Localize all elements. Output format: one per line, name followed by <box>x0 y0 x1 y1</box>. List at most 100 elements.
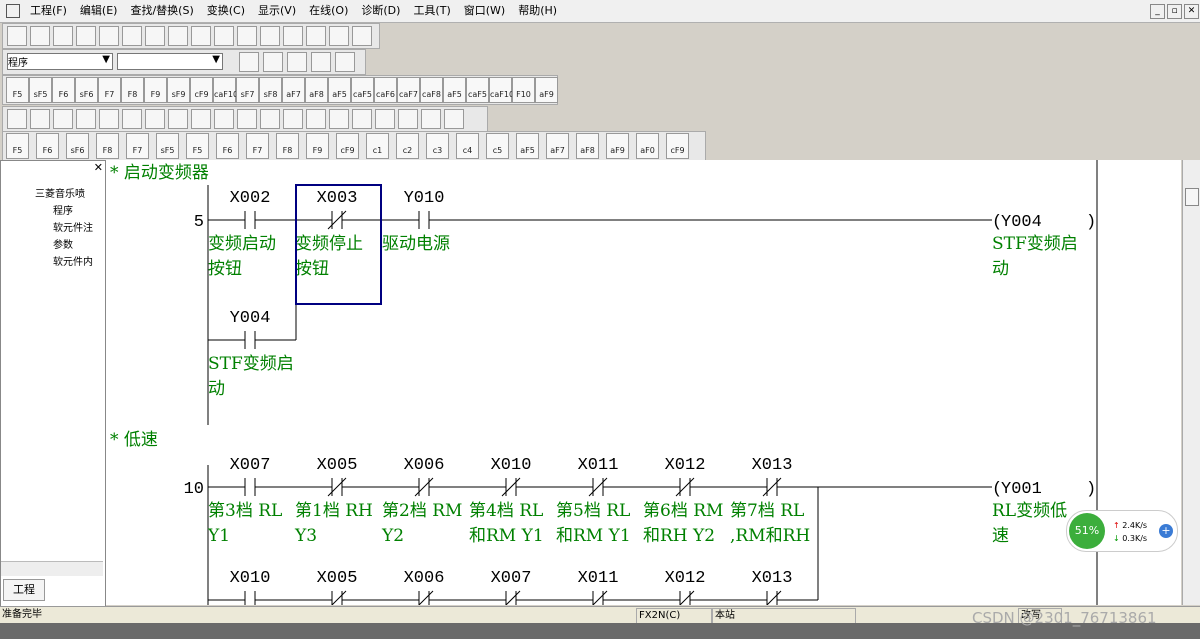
function-key-button[interactable]: F5 <box>6 77 29 103</box>
tool-button[interactable] <box>311 52 331 72</box>
function-key-button[interactable]: c1 <box>366 133 389 159</box>
tool-button[interactable] <box>375 109 395 129</box>
function-key-button[interactable]: caF6 <box>374 77 397 103</box>
window-button[interactable]: ▫ <box>1167 4 1182 19</box>
tool-button[interactable] <box>260 26 280 46</box>
function-key-button[interactable]: F7 <box>246 133 269 159</box>
tool-button[interactable] <box>53 109 73 129</box>
tool-button[interactable] <box>191 109 211 129</box>
contact[interactable] <box>763 590 782 605</box>
tool-button[interactable] <box>145 26 165 46</box>
function-key-button[interactable]: F7 <box>98 77 121 103</box>
function-key-button[interactable]: F6 <box>216 133 239 159</box>
function-key-button[interactable]: aF8 <box>576 133 599 159</box>
close-button[interactable]: ✕ <box>93 161 103 174</box>
function-key-button[interactable]: aF5 <box>443 77 466 103</box>
tool-button[interactable] <box>122 26 142 46</box>
contact[interactable] <box>244 478 256 496</box>
contact[interactable] <box>589 590 608 605</box>
function-key-button[interactable]: F6 <box>36 133 59 159</box>
function-key-button[interactable]: aF5 <box>516 133 539 159</box>
function-key-button[interactable]: caF10 <box>213 77 238 103</box>
function-key-button[interactable]: F8 <box>121 77 144 103</box>
tool-button[interactable] <box>263 52 283 72</box>
tool-button[interactable] <box>306 26 326 46</box>
function-key-button[interactable]: c5 <box>486 133 509 159</box>
menu-item[interactable]: 编辑(E) <box>79 4 118 17</box>
function-key-button[interactable]: caF7 <box>397 77 420 103</box>
tool-button[interactable] <box>398 109 418 129</box>
tool-button[interactable] <box>122 109 142 129</box>
tool-button[interactable] <box>239 52 259 72</box>
tool-button[interactable] <box>76 109 96 129</box>
function-key-button[interactable]: cF9 <box>190 77 213 103</box>
function-key-button[interactable]: F8 <box>96 133 119 159</box>
window-button[interactable]: _ <box>1150 4 1165 19</box>
tool-button[interactable] <box>283 26 303 46</box>
function-key-button[interactable]: aF9 <box>535 77 558 103</box>
menu-item[interactable]: 查找/替换(S) <box>130 4 194 17</box>
network-widget[interactable]: 51% ↑ 2.4K/s ↓ 0.3K/s + <box>1066 510 1178 552</box>
tool-button[interactable] <box>7 26 27 46</box>
tree-item[interactable]: 软元件注 <box>53 223 93 234</box>
function-key-button[interactable]: cF9 <box>336 133 359 159</box>
tree-item[interactable]: 参数 <box>53 240 73 251</box>
function-key-button[interactable]: F5 <box>186 133 209 159</box>
function-key-button[interactable]: sF5 <box>156 133 179 159</box>
tool-button[interactable] <box>237 109 257 129</box>
function-key-button[interactable]: sF8 <box>259 77 282 103</box>
contact[interactable] <box>244 331 256 349</box>
tool-button[interactable] <box>283 109 303 129</box>
function-key-button[interactable]: sF5 <box>29 77 52 103</box>
v-scrollbar[interactable] <box>1182 160 1200 605</box>
tool-button[interactable] <box>329 109 349 129</box>
tree-root[interactable]: 三菱音乐喷 <box>35 189 85 200</box>
function-key-button[interactable]: sF7 <box>236 77 259 103</box>
function-key-button[interactable]: aF7 <box>282 77 305 103</box>
tool-button[interactable] <box>306 109 326 129</box>
tool-button[interactable] <box>191 26 211 46</box>
menu-item[interactable]: 工程(F) <box>30 4 67 17</box>
tool-button[interactable] <box>335 52 355 72</box>
tool-button[interactable] <box>329 26 349 46</box>
function-key-button[interactable]: F9 <box>306 133 329 159</box>
select[interactable]: ▼ <box>117 53 223 70</box>
contact[interactable] <box>244 591 256 605</box>
menu-item[interactable]: 诊断(D) <box>361 4 401 17</box>
function-key-button[interactable]: aF0 <box>636 133 659 159</box>
function-key-button[interactable]: caF5 <box>351 77 374 103</box>
tool-button[interactable] <box>168 26 188 46</box>
tool-button[interactable] <box>30 109 50 129</box>
contact[interactable] <box>502 590 521 605</box>
menu-item[interactable]: 帮助(H) <box>518 4 558 17</box>
tool-button[interactable] <box>99 109 119 129</box>
tool-button[interactable] <box>168 109 188 129</box>
tool-button[interactable] <box>237 26 257 46</box>
tool-button[interactable] <box>352 109 372 129</box>
menu-item[interactable]: 工具(T) <box>413 4 451 17</box>
tab[interactable]: 工程 <box>3 579 45 601</box>
function-key-button[interactable]: caF5 <box>466 77 489 103</box>
function-key-button[interactable]: sF6 <box>66 133 89 159</box>
function-key-button[interactable]: F10 <box>512 77 535 103</box>
function-key-button[interactable]: aF5 <box>328 77 351 103</box>
function-key-button[interactable]: cF9 <box>666 133 689 159</box>
tool-button[interactable] <box>444 109 464 129</box>
tool-button[interactable] <box>145 109 165 129</box>
tool-button[interactable] <box>260 109 280 129</box>
function-key-button[interactable]: c3 <box>426 133 449 159</box>
function-key-button[interactable]: c4 <box>456 133 479 159</box>
contact[interactable] <box>676 590 695 605</box>
tool-button[interactable] <box>99 26 119 46</box>
function-key-button[interactable]: F7 <box>126 133 149 159</box>
function-key-button[interactable]: caF8 <box>420 77 443 103</box>
tool-button[interactable] <box>7 109 27 129</box>
menu-item[interactable]: 显示(V) <box>258 4 297 17</box>
tool-button[interactable] <box>53 26 73 46</box>
program-select[interactable]: 程序 ▼ <box>7 53 113 70</box>
function-key-button[interactable]: F6 <box>52 77 75 103</box>
function-key-button[interactable]: aF7 <box>546 133 569 159</box>
contact[interactable] <box>244 211 256 229</box>
tool-button[interactable] <box>214 26 234 46</box>
menu-item[interactable]: 变换(C) <box>206 4 246 17</box>
